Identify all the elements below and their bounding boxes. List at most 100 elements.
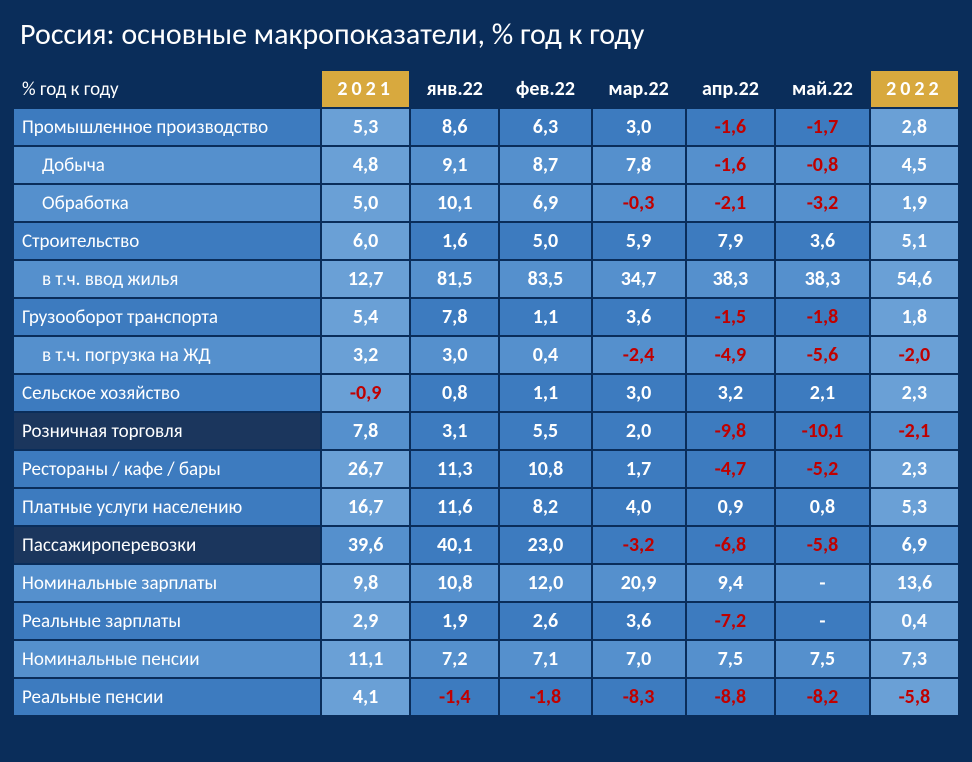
cell-2022: 0,4 [871, 603, 958, 639]
cell-month: 8,6 [411, 109, 498, 145]
table-header: % год к году 2021 янв.22 фев.22 мар.22 а… [14, 71, 958, 107]
header-2021: 2021 [322, 71, 409, 107]
cell-month: 5,9 [593, 223, 685, 259]
table-row: в т.ч. ввод жилья12,781,583,534,738,338,… [14, 261, 958, 297]
row-label: Реальные зарплаты [14, 603, 320, 639]
cell-2022: 1,9 [871, 185, 958, 221]
cell-month: 1,7 [593, 451, 685, 487]
cell-2021: 11,1 [322, 641, 409, 677]
table-row: Рестораны / кафе / бары26,711,310,81,7-4… [14, 451, 958, 487]
cell-month: -1,8 [776, 299, 868, 335]
row-label: Номинальные пенсии [14, 641, 320, 677]
cell-month: -5,8 [776, 527, 868, 563]
cell-month: -4,9 [687, 337, 775, 373]
cell-month: -4,7 [687, 451, 775, 487]
cell-month: 1,1 [500, 375, 590, 411]
table-row: Номинальные пенсии11,17,27,17,07,57,57,3 [14, 641, 958, 677]
cell-month: 3,1 [411, 413, 498, 449]
cell-month: 34,7 [593, 261, 685, 297]
cell-month: -1,6 [687, 147, 775, 183]
table-row: Розничная торговля7,83,15,52,0-9,8-10,1-… [14, 413, 958, 449]
row-label: Пассажироперевозки [14, 527, 320, 563]
cell-month: -2,1 [687, 185, 775, 221]
cell-month: 8,7 [500, 147, 590, 183]
cell-month: -3,2 [776, 185, 868, 221]
table-row: Промышленное производство5,38,66,33,0-1,… [14, 109, 958, 145]
cell-month: 23,0 [500, 527, 590, 563]
cell-month: 40,1 [411, 527, 498, 563]
cell-2021: 9,8 [322, 565, 409, 601]
cell-month: -9,8 [687, 413, 775, 449]
cell-month: -1,6 [687, 109, 775, 145]
cell-month: 0,8 [776, 489, 868, 525]
cell-month: 1,1 [500, 299, 590, 335]
row-label: Сельское хозяйство [14, 375, 320, 411]
cell-month: -5,6 [776, 337, 868, 373]
cell-month: 11,3 [411, 451, 498, 487]
row-label: Грузооборот транспорта [14, 299, 320, 335]
cell-2022: 2,3 [871, 451, 958, 487]
row-label: Строительство [14, 223, 320, 259]
cell-2022: -5,8 [871, 679, 958, 715]
row-label: Платные услуги населению [14, 489, 320, 525]
cell-2022: 5,1 [871, 223, 958, 259]
table-row: Строительство6,01,65,05,97,93,65,1 [14, 223, 958, 259]
table-row: Пассажироперевозки39,640,123,0-3,2-6,8-5… [14, 527, 958, 563]
cell-2022: 1,8 [871, 299, 958, 335]
cell-month: -2,4 [593, 337, 685, 373]
header-month: фев.22 [500, 71, 590, 107]
cell-month: 5,0 [500, 223, 590, 259]
row-label: в т.ч. ввод жилья [14, 261, 320, 297]
cell-month: -1,8 [500, 679, 590, 715]
cell-month: -1,7 [776, 109, 868, 145]
cell-month: 6,9 [500, 185, 590, 221]
row-label: Розничная торговля [14, 413, 320, 449]
table-row: в т.ч. погрузка на ЖД3,23,00,4-2,4-4,9-5… [14, 337, 958, 373]
cell-2021: 26,7 [322, 451, 409, 487]
header-month: янв.22 [411, 71, 498, 107]
cell-2021: 4,1 [322, 679, 409, 715]
cell-month: 9,1 [411, 147, 498, 183]
cell-month: 2,6 [500, 603, 590, 639]
cell-month: 7,5 [776, 641, 868, 677]
cell-2022: -2,1 [871, 413, 958, 449]
table-row: Платные услуги населению16,711,68,24,00,… [14, 489, 958, 525]
cell-2022: 2,8 [871, 109, 958, 145]
row-label: в т.ч. погрузка на ЖД [14, 337, 320, 373]
cell-month: -10,1 [776, 413, 868, 449]
cell-month: -0,8 [776, 147, 868, 183]
cell-month: -0,3 [593, 185, 685, 221]
page-title: Россия: основные макропоказатели, % год … [12, 10, 960, 69]
header-month: май.22 [776, 71, 868, 107]
cell-2021: 39,6 [322, 527, 409, 563]
cell-month: -1,4 [411, 679, 498, 715]
cell-2022: -2,0 [871, 337, 958, 373]
cell-month: - [776, 603, 868, 639]
cell-month: 3,0 [411, 337, 498, 373]
macro-table: % год к году 2021 янв.22 фев.22 мар.22 а… [12, 69, 960, 717]
header-2022: 2022 [871, 71, 958, 107]
cell-2022: 6,9 [871, 527, 958, 563]
cell-month: 7,1 [500, 641, 590, 677]
cell-month: 10,8 [411, 565, 498, 601]
cell-month: 9,4 [687, 565, 775, 601]
cell-month: 20,9 [593, 565, 685, 601]
table-body: Промышленное производство5,38,66,33,0-1,… [14, 109, 958, 715]
cell-month: 0,9 [687, 489, 775, 525]
table-row: Грузооборот транспорта5,47,81,13,6-1,5-1… [14, 299, 958, 335]
row-label: Реальные пенсии [14, 679, 320, 715]
cell-month: 4,0 [593, 489, 685, 525]
table-row: Добыча4,89,18,77,8-1,6-0,84,5 [14, 147, 958, 183]
cell-month: 3,2 [687, 375, 775, 411]
cell-month: 38,3 [687, 261, 775, 297]
cell-month: -8,3 [593, 679, 685, 715]
cell-month: 2,1 [776, 375, 868, 411]
row-label: Промышленное производство [14, 109, 320, 145]
cell-month: 6,3 [500, 109, 590, 145]
cell-month: 10,1 [411, 185, 498, 221]
cell-month: 7,9 [687, 223, 775, 259]
cell-month: 7,8 [593, 147, 685, 183]
cell-month: - [776, 565, 868, 601]
cell-month: 7,5 [687, 641, 775, 677]
cell-2021: 4,8 [322, 147, 409, 183]
